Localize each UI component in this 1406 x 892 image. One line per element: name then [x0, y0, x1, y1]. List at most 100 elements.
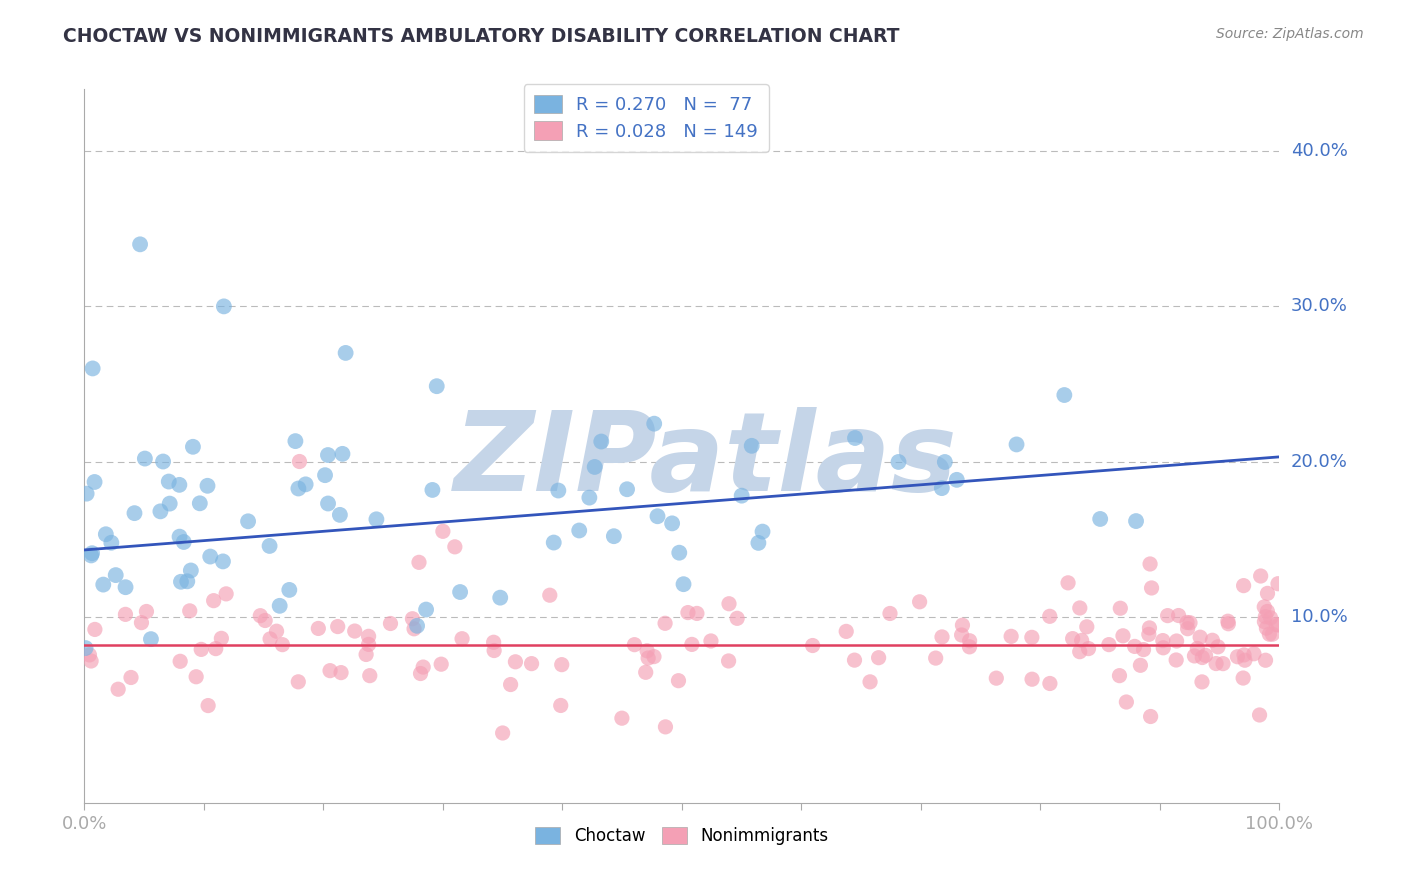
Point: [1187, 641, 1209, 656]
Point: [634, 665, 657, 680]
Point: [287, 674, 309, 689]
Point: [202, 593, 225, 607]
Text: 40.0%: 40.0%: [1291, 142, 1347, 161]
Point: [751, 524, 773, 539]
Point: [1233, 653, 1256, 667]
Point: [100, 535, 122, 549]
Point: [1152, 640, 1174, 655]
Point: [668, 673, 690, 688]
Point: [1265, 617, 1288, 632]
Point: [197, 479, 219, 493]
Point: [879, 607, 901, 621]
Point: [134, 451, 156, 466]
Point: [725, 611, 748, 625]
Point: [83, 475, 105, 489]
Point: [686, 607, 709, 621]
Point: [482, 635, 505, 649]
Point: [249, 608, 271, 623]
Point: [946, 473, 969, 487]
Point: [120, 671, 142, 685]
Point: [1021, 631, 1043, 645]
Legend: Choctaw, Nonimmigrants: Choctaw, Nonimmigrants: [529, 820, 835, 852]
Point: [741, 439, 763, 453]
Point: [1077, 641, 1099, 656]
Point: [1076, 620, 1098, 634]
Point: [269, 599, 291, 613]
Point: [924, 651, 946, 665]
Text: Source: ZipAtlas.com: Source: ZipAtlas.com: [1216, 27, 1364, 41]
Point: [583, 459, 606, 474]
Point: [1184, 648, 1206, 663]
Point: [380, 616, 402, 631]
Point: [135, 605, 157, 619]
Point: [426, 379, 449, 393]
Point: [80, 654, 103, 668]
Point: [131, 615, 153, 630]
Point: [844, 653, 866, 667]
Point: [603, 529, 626, 543]
Point: [835, 624, 858, 639]
Point: [1201, 633, 1223, 648]
Point: [801, 639, 824, 653]
Point: [1232, 671, 1254, 685]
Point: [1250, 569, 1272, 583]
Point: [124, 506, 146, 520]
Point: [986, 671, 1008, 685]
Point: [152, 454, 174, 468]
Point: [1267, 576, 1289, 591]
Point: [212, 299, 235, 313]
Point: [94, 527, 117, 541]
Point: [236, 514, 259, 528]
Point: [412, 660, 434, 674]
Point: [401, 612, 423, 626]
Point: [1206, 640, 1229, 654]
Point: [668, 546, 690, 560]
Point: [1053, 388, 1076, 402]
Point: [149, 504, 172, 518]
Point: [1177, 622, 1199, 636]
Point: [335, 346, 357, 360]
Point: [259, 632, 281, 646]
Point: [366, 512, 388, 526]
Point: [316, 448, 339, 462]
Point: [1090, 512, 1112, 526]
Point: [636, 644, 658, 658]
Point: [1249, 708, 1271, 723]
Point: [406, 619, 429, 633]
Point: [1233, 648, 1256, 662]
Text: 30.0%: 30.0%: [1291, 297, 1347, 316]
Point: [266, 624, 288, 639]
Text: 20.0%: 20.0%: [1291, 452, 1347, 470]
Point: [643, 649, 665, 664]
Point: [169, 478, 191, 492]
Point: [492, 726, 515, 740]
Point: [1062, 632, 1084, 646]
Point: [1108, 668, 1130, 682]
Point: [1233, 579, 1256, 593]
Point: [868, 650, 890, 665]
Point: [1189, 630, 1212, 644]
Point: [499, 677, 522, 691]
Point: [415, 602, 437, 616]
Point: [489, 591, 512, 605]
Point: [661, 516, 683, 531]
Point: [1112, 629, 1135, 643]
Point: [186, 670, 208, 684]
Point: [422, 483, 444, 497]
Point: [1216, 614, 1239, 628]
Point: [1256, 604, 1278, 618]
Point: [1140, 581, 1163, 595]
Point: [179, 604, 201, 618]
Point: [1057, 575, 1080, 590]
Point: [520, 657, 543, 671]
Point: [288, 454, 311, 468]
Point: [83, 623, 105, 637]
Point: [1129, 658, 1152, 673]
Point: [404, 622, 426, 636]
Point: [1194, 648, 1216, 663]
Point: [316, 496, 339, 510]
Point: [190, 642, 212, 657]
Point: [1156, 608, 1178, 623]
Point: [76, 486, 98, 500]
Point: [952, 618, 974, 632]
